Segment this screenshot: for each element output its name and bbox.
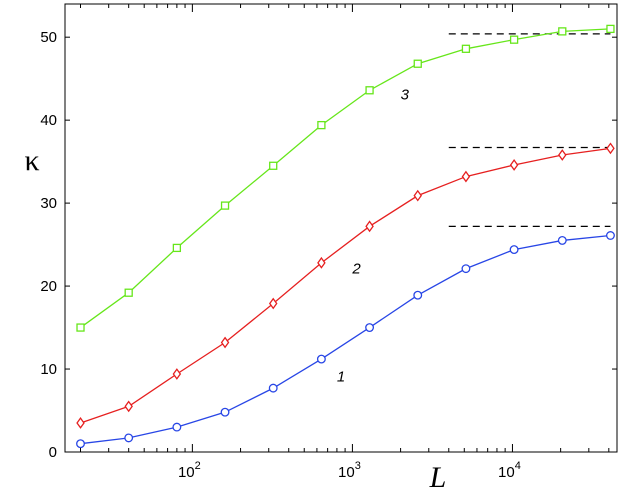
- series-3-point-7: [413, 59, 422, 68]
- series-2-point-0: [76, 417, 85, 429]
- series-1-point-0: [76, 439, 85, 449]
- x-tick-label-1: 103: [338, 460, 361, 481]
- series-2-point-3: [220, 336, 230, 349]
- series-1-point-6: [365, 323, 375, 333]
- series-3-point-11: [606, 24, 615, 34]
- series-3-point-8: [461, 44, 471, 53]
- series-3-point-2: [172, 243, 182, 253]
- series-2-point-2: [172, 368, 182, 380]
- series-1-point-8: [461, 264, 471, 274]
- y-tick-label-2: 20: [40, 278, 57, 295]
- series-3-point-9: [509, 35, 519, 44]
- annotations: 1 2 3: [337, 86, 410, 385]
- x-tick-label-2: 104: [498, 460, 521, 481]
- series-2-point-7: [413, 189, 423, 202]
- series-2-point-1: [124, 400, 133, 413]
- y-tick-label-5: 50: [40, 29, 57, 46]
- series-2-point-4: [268, 297, 278, 310]
- curve-label-3: 3: [401, 86, 410, 103]
- series-3-line: [80, 28, 611, 329]
- series-3: [76, 24, 615, 332]
- x-axis-label: L: [429, 461, 447, 494]
- y-axis-label: κ: [24, 144, 39, 177]
- reference-lines: [448, 33, 611, 227]
- plot-area: [64, 3, 618, 453]
- series-1-point-4: [268, 383, 278, 393]
- series-1-point-5: [316, 354, 326, 364]
- y-tick-label-1: 10: [40, 361, 57, 378]
- series-2-point-10: [558, 149, 567, 161]
- series-2: [76, 142, 615, 429]
- y-tick-label-4: 40: [40, 112, 57, 129]
- series-1-line: [80, 234, 611, 445]
- series-2-point-5: [317, 256, 326, 269]
- series-2-point-8: [461, 170, 471, 183]
- series-3-point-4: [269, 161, 278, 170]
- series-1: [76, 231, 615, 449]
- x-tick-label-0: 102: [178, 460, 201, 481]
- series-2-point-11: [606, 142, 615, 155]
- series-3-point-6: [365, 86, 374, 95]
- y-tick-label-0: 0: [49, 444, 57, 461]
- series-1-point-1: [124, 433, 134, 443]
- curve-label-2: 2: [351, 261, 361, 278]
- series-1-point-3: [220, 407, 230, 417]
- series-1-point-2: [172, 422, 182, 432]
- series-2-line: [80, 147, 611, 424]
- series-layer: [76, 24, 615, 449]
- series-1-point-11: [606, 231, 615, 240]
- series-2-point-6: [365, 220, 374, 233]
- series-1-point-7: [413, 290, 423, 300]
- series-2-point-9: [509, 159, 519, 171]
- series-3-point-10: [558, 27, 567, 36]
- series-3-point-3: [220, 201, 230, 210]
- series-3-point-5: [317, 120, 326, 130]
- curve-label-1: 1: [337, 368, 345, 385]
- series-1-point-9: [509, 245, 519, 255]
- series-3-point-0: [76, 323, 85, 332]
- series-1-point-10: [557, 235, 567, 245]
- y-tick-label-3: 30: [40, 195, 57, 212]
- series-3-point-1: [124, 288, 133, 297]
